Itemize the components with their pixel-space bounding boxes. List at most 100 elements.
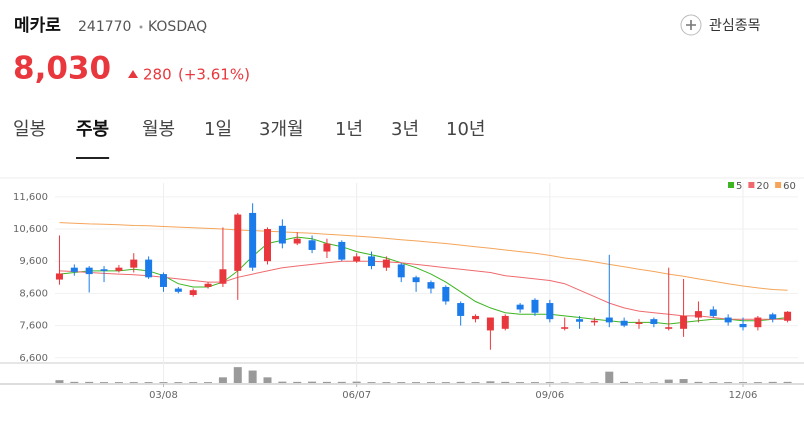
candle-body xyxy=(590,320,598,323)
candle-body xyxy=(353,256,361,262)
volume-bar xyxy=(129,382,138,383)
candle-body xyxy=(130,259,138,268)
candle-body xyxy=(219,269,227,284)
plus-sign xyxy=(686,20,696,30)
volume-bar xyxy=(248,370,257,383)
candle-body xyxy=(100,269,108,271)
candle-body xyxy=(457,303,465,316)
tab[interactable]: 일봉 xyxy=(13,119,46,140)
volume-bar xyxy=(739,382,748,383)
candle-body xyxy=(546,303,554,320)
candle-body xyxy=(293,238,301,244)
volume-bar xyxy=(486,381,495,383)
legend-swatch xyxy=(748,182,755,188)
up-arrow xyxy=(128,70,138,78)
candle-body xyxy=(382,259,390,268)
candle-body xyxy=(561,327,569,329)
volume-bar xyxy=(204,382,213,383)
candle-body xyxy=(784,311,792,321)
volume-bar xyxy=(189,382,198,383)
volume-bar xyxy=(278,381,287,383)
tab[interactable]: 3개월 xyxy=(259,119,304,140)
watch-label: 관심종목 xyxy=(709,18,761,34)
volume-bar xyxy=(144,382,153,383)
candle-body xyxy=(204,283,212,287)
candle-body xyxy=(442,286,450,302)
candle-body xyxy=(516,304,524,310)
volume-bar xyxy=(352,381,361,383)
legend-swatch xyxy=(728,182,734,188)
x-tick-label: 12/06 xyxy=(729,390,758,401)
volume-bar xyxy=(783,381,792,383)
candle-body xyxy=(412,277,420,283)
candle-body xyxy=(694,311,702,318)
moving-average-line xyxy=(59,222,788,291)
volume-bar xyxy=(263,377,272,383)
volume-bar xyxy=(724,382,733,383)
volume-bar xyxy=(634,382,643,383)
price: 8,030 xyxy=(13,51,111,87)
volume-bar xyxy=(620,381,629,383)
volume-bar xyxy=(293,381,302,383)
volume-bar xyxy=(605,371,614,383)
volume-bar xyxy=(55,380,64,383)
candle-body xyxy=(397,264,405,278)
candle-body xyxy=(427,282,435,289)
tab-bar: 일봉 주봉 월봉 1일 3개월 1년 3년 10년 xyxy=(13,119,485,159)
tab[interactable]: 1일 xyxy=(204,119,232,140)
legend-swatch xyxy=(775,182,782,188)
volume-bar xyxy=(397,382,406,383)
change: 280 xyxy=(143,66,172,84)
candle-body xyxy=(680,315,688,329)
candle-body xyxy=(323,243,331,252)
y-tick-label: 10,600 xyxy=(13,224,48,235)
volume-bar xyxy=(367,382,376,383)
volume-bar xyxy=(501,381,510,383)
volume-bar xyxy=(575,382,584,383)
candle-body xyxy=(754,317,762,328)
volume-bar xyxy=(753,382,762,383)
volume-bar xyxy=(694,381,703,383)
candle-body xyxy=(635,322,643,324)
candle-body xyxy=(605,317,613,323)
volume-bar xyxy=(590,382,599,383)
tab[interactable]: 주봉 xyxy=(76,119,109,140)
volume-bar xyxy=(560,382,569,383)
volume-bar xyxy=(233,367,242,383)
volume-bar xyxy=(471,382,480,383)
volume-bar xyxy=(159,382,168,383)
candle-body xyxy=(70,267,78,272)
watch-button[interactable]: 관심종목 xyxy=(680,14,761,36)
volume-bar xyxy=(174,382,183,383)
volume-bar xyxy=(70,381,79,383)
volume-bar xyxy=(382,382,391,383)
candle-body xyxy=(234,214,242,271)
volume-bar xyxy=(456,381,465,383)
x-tick-label: 09/06 xyxy=(535,390,564,401)
volume-bar xyxy=(530,382,539,383)
candle-body xyxy=(709,309,717,316)
candle-body xyxy=(55,273,63,280)
volume-bar xyxy=(114,382,123,383)
stock-name: 메카로 xyxy=(14,16,61,36)
tab[interactable]: 1년 xyxy=(335,119,363,140)
tab[interactable]: 월봉 xyxy=(142,119,175,140)
volume-bar xyxy=(649,382,658,383)
stock-code: 241770 xyxy=(78,19,131,35)
moving-average-line xyxy=(59,236,788,325)
candle-body xyxy=(174,288,182,292)
volume-bar xyxy=(679,379,688,383)
candle-body xyxy=(278,225,286,244)
candle-body xyxy=(650,319,658,324)
volume-bar xyxy=(85,381,94,383)
candle-body xyxy=(739,323,747,328)
tab[interactable]: 10년 xyxy=(446,119,485,140)
volume-bar xyxy=(768,381,777,383)
candle-body xyxy=(531,299,539,313)
tab[interactable]: 3년 xyxy=(391,119,419,140)
candle-body xyxy=(769,314,777,320)
candle-body xyxy=(724,317,732,323)
candle-body xyxy=(486,317,494,331)
volume-bar xyxy=(308,381,317,383)
